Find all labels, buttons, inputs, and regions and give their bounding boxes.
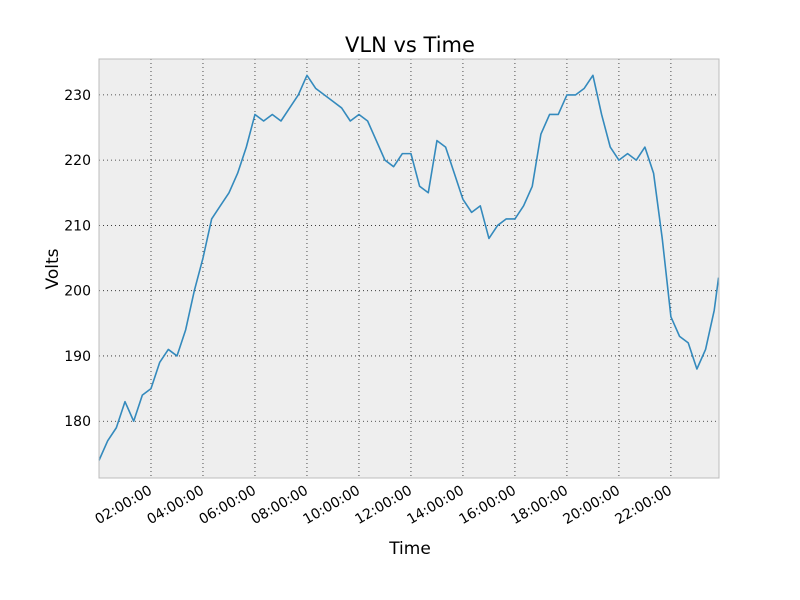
x-axis-label: Time <box>388 539 431 559</box>
x-tick-label: 12:00:00 <box>352 483 414 528</box>
y-tick-label: 200 <box>64 284 91 300</box>
y-tick-label: 220 <box>64 153 91 169</box>
x-tick-label: 22:00:00 <box>612 483 674 528</box>
grid <box>99 59 719 478</box>
x-tick-label: 10:00:00 <box>300 483 362 528</box>
x-tick-label: 08:00:00 <box>249 483 311 528</box>
y-tick-label: 230 <box>64 88 91 104</box>
x-tick-label: 20:00:00 <box>560 483 622 528</box>
x-tick-label: 04:00:00 <box>145 483 207 528</box>
y-tick-label: 190 <box>64 349 91 365</box>
y-tick-label: 210 <box>64 218 91 234</box>
x-tick-label: 16:00:00 <box>456 483 518 528</box>
data-line <box>98 74 720 461</box>
plot-area <box>99 59 719 478</box>
y-axis-label: Volts <box>43 248 63 289</box>
x-tick-label: 18:00:00 <box>508 483 570 528</box>
x-tick-label: 06:00:00 <box>197 483 259 528</box>
y-tick-label: 180 <box>64 414 91 430</box>
chart-title: VLN vs Time <box>345 33 475 57</box>
plot-frame <box>98 58 720 479</box>
x-tick-label: 14:00:00 <box>404 483 466 528</box>
lines <box>98 74 720 461</box>
x-tick-label: 02:00:00 <box>93 483 155 528</box>
